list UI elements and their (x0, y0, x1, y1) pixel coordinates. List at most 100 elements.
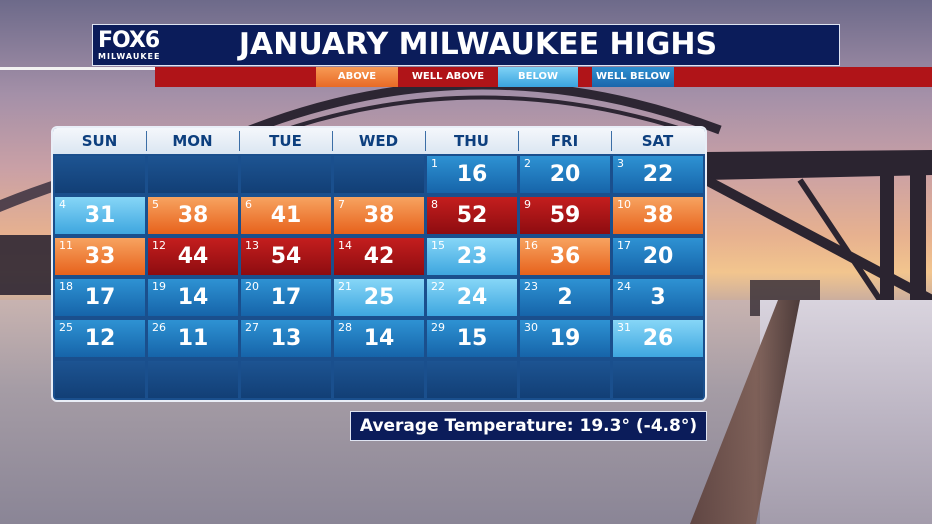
day-number: 10 (617, 198, 631, 211)
day-number: 16 (524, 239, 538, 252)
calendar-empty-cell (334, 361, 424, 398)
calendar-empty-cell (148, 156, 238, 193)
day-number: 1 (431, 157, 438, 170)
calendar-day-23: 23 2 (520, 279, 610, 316)
high-temperature: 20 (549, 162, 581, 187)
day-number: 15 (431, 239, 445, 252)
day-separator (146, 131, 147, 151)
day-name-mon: MON (172, 132, 213, 150)
calendar-grid: SUN MON TUE WED THU FRI SAT 1 16 2 20 3 22 4 31 5 38 6 41… (51, 126, 707, 402)
calendar-day-25: 25 12 (55, 320, 145, 357)
calendar-day-8: 8 52 (427, 197, 517, 234)
calendar-day-7: 7 38 (334, 197, 424, 234)
high-temperature: 41 (270, 203, 302, 228)
calendar-empty-cell (520, 361, 610, 398)
calendar-day-20: 20 17 (241, 279, 331, 316)
high-temperature: 13 (270, 326, 302, 351)
high-temperature: 20 (642, 244, 674, 269)
calendar-day-19: 19 14 (148, 279, 238, 316)
day-number: 21 (338, 280, 352, 293)
day-separator (425, 131, 426, 151)
calendar-day-15: 15 23 (427, 238, 517, 275)
high-temperature: 31 (84, 203, 116, 228)
calendar-empty-cell (427, 361, 517, 398)
calendar-day-13: 13 54 (241, 238, 331, 275)
calendar-day-29: 29 15 (427, 320, 517, 357)
day-number: 12 (152, 239, 166, 252)
calendar-day-10: 10 38 (613, 197, 703, 234)
high-temperature: 2 (557, 285, 573, 310)
day-separator (239, 131, 240, 151)
calendar-day-6: 6 41 (241, 197, 331, 234)
day-number: 5 (152, 198, 159, 211)
high-temperature: 24 (456, 285, 488, 310)
day-name-thu: THU (454, 132, 489, 150)
day-number: 28 (338, 321, 352, 334)
high-temperature: 16 (456, 162, 488, 187)
day-number: 8 (431, 198, 438, 211)
legend-well-above: WELL ABOVE (400, 67, 496, 87)
day-number: 30 (524, 321, 538, 334)
header-accent-line (0, 67, 155, 70)
high-temperature: 3 (650, 285, 666, 310)
high-temperature: 26 (642, 326, 674, 351)
calendar-day-5: 5 38 (148, 197, 238, 234)
legend-below: BELOW (498, 67, 578, 87)
day-number: 18 (59, 280, 73, 293)
calendar-day-26: 26 11 (148, 320, 238, 357)
calendar-day-3: 3 22 (613, 156, 703, 193)
day-number: 6 (245, 198, 252, 211)
high-temperature: 52 (456, 203, 488, 228)
day-number: 17 (617, 239, 631, 252)
day-separator (332, 131, 333, 151)
day-separator (518, 131, 519, 151)
high-temperature: 25 (363, 285, 395, 310)
high-temperature: 17 (270, 285, 302, 310)
day-number: 20 (245, 280, 259, 293)
day-number: 7 (338, 198, 345, 211)
calendar-day-30: 30 19 (520, 320, 610, 357)
calendar-day-21: 21 25 (334, 279, 424, 316)
calendar-day-9: 9 59 (520, 197, 610, 234)
day-number: 26 (152, 321, 166, 334)
high-temperature: 38 (363, 203, 395, 228)
day-number: 25 (59, 321, 73, 334)
calendar-day-28: 28 14 (334, 320, 424, 357)
calendar-day-11: 11 33 (55, 238, 145, 275)
high-temperature: 22 (642, 162, 674, 187)
day-number: 9 (524, 198, 531, 211)
day-number: 4 (59, 198, 66, 211)
day-number: 23 (524, 280, 538, 293)
day-number: 19 (152, 280, 166, 293)
page-title: JANUARY MILWAUKEE HIGHS (238, 27, 718, 62)
day-number: 2 (524, 157, 531, 170)
calendar-day-27: 27 13 (241, 320, 331, 357)
day-name-sun: SUN (81, 132, 118, 150)
calendar-empty-cell (241, 361, 331, 398)
calendar-day-1: 1 16 (427, 156, 517, 193)
high-temperature: 59 (549, 203, 581, 228)
calendar-day-4: 4 31 (55, 197, 145, 234)
legend-well-below: WELL BELOW (592, 67, 674, 87)
high-temperature: 54 (270, 244, 302, 269)
calendar-day-17: 17 20 (613, 238, 703, 275)
high-temperature: 19 (549, 326, 581, 351)
day-name-tue: TUE (269, 132, 302, 150)
day-name-wed: WED (358, 132, 399, 150)
day-number: 3 (617, 157, 624, 170)
calendar-header: SUN MON TUE WED THU FRI SAT (53, 128, 705, 154)
day-number: 24 (617, 280, 631, 293)
high-temperature: 23 (456, 244, 488, 269)
high-temperature: 14 (177, 285, 209, 310)
high-temperature: 44 (177, 244, 209, 269)
day-name-fri: FRI (550, 132, 579, 150)
calendar-day-12: 12 44 (148, 238, 238, 275)
high-temperature: 36 (549, 244, 581, 269)
calendar-day-31: 31 26 (613, 320, 703, 357)
day-name-sat: SAT (641, 132, 674, 150)
high-temperature: 38 (177, 203, 209, 228)
calendar-day-2: 2 20 (520, 156, 610, 193)
legend-above: ABOVE (316, 67, 398, 87)
high-temperature: 14 (363, 326, 395, 351)
day-number: 13 (245, 239, 259, 252)
